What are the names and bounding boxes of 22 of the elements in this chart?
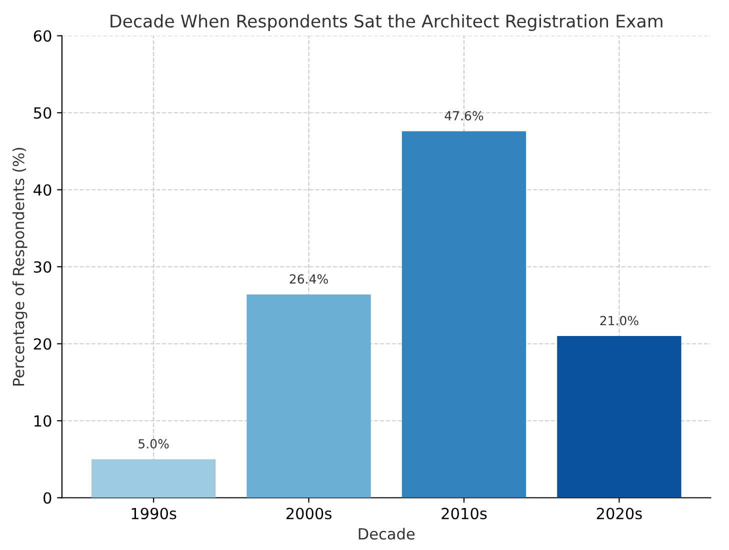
data-label: 26.4%	[290, 274, 328, 284]
data-label: 21.0%	[600, 316, 638, 326]
bar	[91, 459, 216, 498]
y-tick-label: 10	[34, 415, 52, 427]
y-tick-label: 50	[34, 107, 52, 119]
y-axis-title: Percentage of Respondents (%)	[12, 148, 28, 386]
data-label: 47.6%	[444, 111, 484, 120]
y-tick-label: 30	[34, 261, 52, 273]
bar	[557, 336, 682, 498]
x-tick-label: 1990s	[132, 508, 176, 520]
bar	[246, 294, 371, 498]
y-tick-label: 60	[34, 30, 52, 42]
x-axis-title: Decade	[358, 528, 415, 540]
x-tick-label: 2000s	[286, 508, 332, 520]
chart-title: Decade When Respondents Sat the Architect Registration Exam	[110, 14, 662, 32]
x-tick-label: 2020s	[596, 508, 642, 520]
y-tick-label: 20	[34, 338, 52, 350]
y-tick-label: 0	[44, 492, 52, 504]
bar	[402, 131, 526, 498]
data-label: 5.0%	[138, 439, 169, 448]
y-tick-label: 40	[34, 184, 52, 196]
x-tick-label: 2010s	[442, 508, 487, 520]
